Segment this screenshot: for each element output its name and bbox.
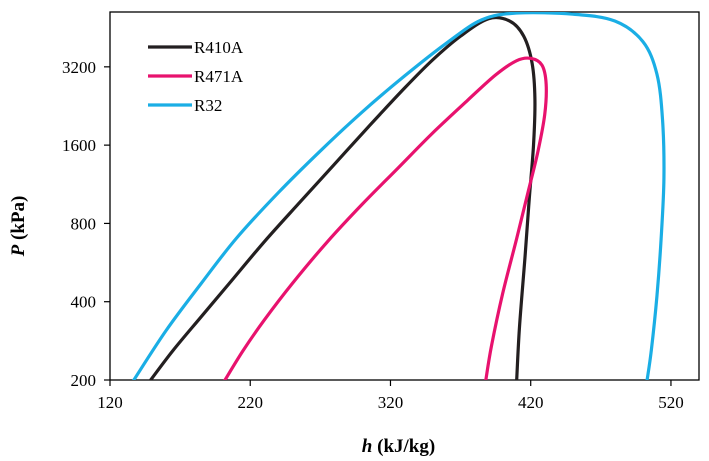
y-tick-label: 800 bbox=[71, 214, 97, 233]
series-line-r32 bbox=[132, 12, 666, 380]
y-axis-title-unit: (kPa) bbox=[8, 196, 29, 245]
y-axis-title-symbol: P bbox=[8, 244, 29, 257]
x-tick-label: 520 bbox=[658, 393, 684, 412]
x-tick-label: 120 bbox=[97, 393, 123, 412]
y-tick-label: 1600 bbox=[62, 136, 96, 155]
y-axis-title: P (kPa) bbox=[8, 196, 29, 258]
legend-label-r471a: R471A bbox=[194, 67, 244, 86]
x-axis-title: h (kJ/kg) bbox=[362, 436, 435, 457]
y-tick-label: 400 bbox=[71, 293, 97, 312]
plot-area-frame bbox=[109, 11, 700, 381]
x-tick-label: 220 bbox=[237, 393, 263, 412]
legend-label-r410a: R410A bbox=[194, 38, 244, 57]
y-tick-label: 200 bbox=[71, 371, 97, 390]
x-tick-label: 320 bbox=[378, 393, 404, 412]
x-tick-label: 420 bbox=[518, 393, 544, 412]
x-axis-title-symbol: h bbox=[362, 436, 373, 457]
series-line-r471a bbox=[223, 56, 548, 380]
legend-label-r32: R32 bbox=[194, 96, 222, 115]
y-tick-label: 3200 bbox=[62, 58, 96, 77]
x-axis-title-unit: (kJ/kg) bbox=[372, 436, 435, 457]
